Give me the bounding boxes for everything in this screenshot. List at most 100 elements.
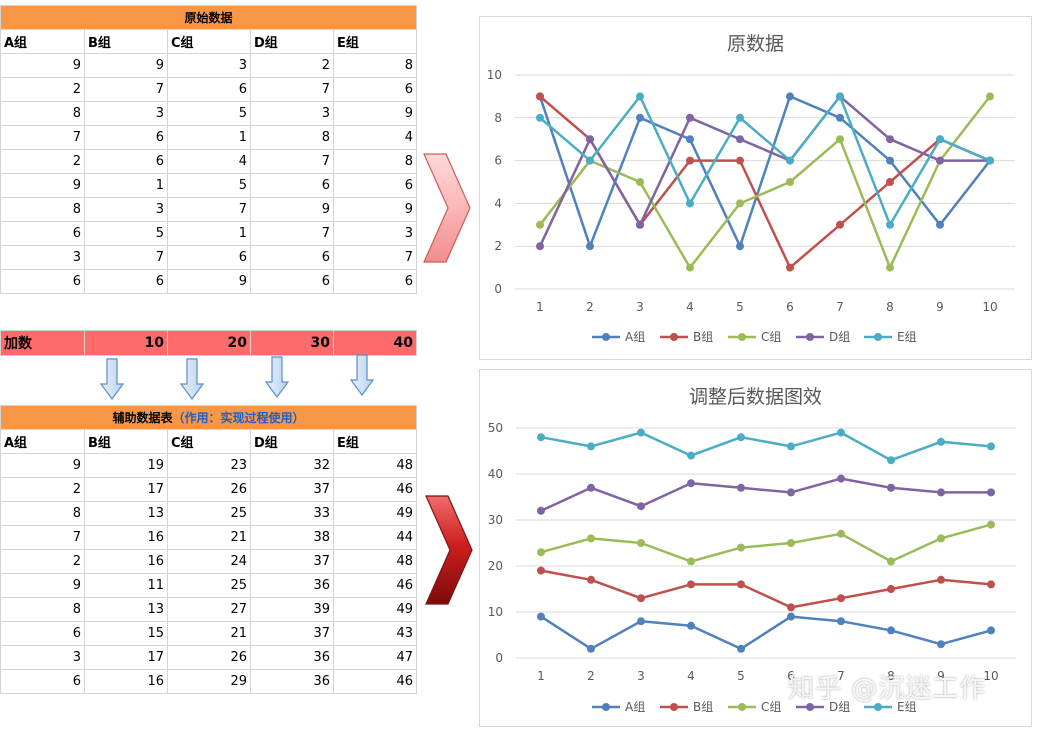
data-point[interactable] [587, 644, 595, 653]
table-cell[interactable]: 11 [84, 573, 168, 598]
table-cell[interactable]: 7 [250, 149, 334, 174]
series-line[interactable] [539, 95, 991, 227]
adjusted-data-chart[interactable]: 调整后数据图效 0 10 20 30 40 50 1 2 3 4 5 6 7 8 9 10 A组 B组 C组 D组 E组 [479, 369, 1032, 727]
data-point[interactable] [737, 543, 745, 552]
data-point[interactable] [787, 539, 795, 547]
table-cell[interactable]: 6 [84, 125, 168, 150]
table-cell[interactable]: 37 [250, 477, 334, 502]
table-cell[interactable]: 5 [84, 221, 168, 246]
table-cell[interactable]: 33 [250, 501, 334, 526]
table-cell[interactable]: 6 [333, 173, 417, 198]
table-cell[interactable]: 7 [333, 245, 417, 270]
data-point[interactable] [987, 580, 995, 589]
auxiliary-data-title[interactable]: 辅助数据表（作用：实现过程使用） [0, 405, 417, 430]
table-cell[interactable]: 6 [250, 245, 334, 270]
legend-label[interactable]: C组 [761, 330, 781, 344]
table-cell[interactable]: 48 [333, 549, 417, 574]
table-cell[interactable]: 9 [0, 53, 85, 78]
data-point[interactable] [586, 242, 594, 251]
table-cell[interactable]: 6 [167, 245, 251, 270]
legend-label[interactable]: E组 [897, 330, 917, 344]
data-point[interactable] [837, 617, 845, 626]
table-cell[interactable]: 7 [0, 525, 85, 550]
table-cell[interactable]: 2 [0, 549, 85, 574]
table-cell[interactable]: 25 [167, 573, 251, 598]
data-point[interactable] [837, 474, 845, 483]
table-cell[interactable]: 39 [250, 597, 334, 622]
series-line[interactable] [540, 569, 992, 609]
table-cell[interactable]: 46 [333, 669, 417, 694]
data-point[interactable] [886, 263, 894, 272]
column-header[interactable]: C组 [167, 429, 251, 454]
data-point[interactable] [786, 263, 794, 272]
table-cell[interactable]: 6 [0, 269, 85, 294]
data-point[interactable] [637, 428, 645, 437]
table-cell[interactable]: 16 [84, 549, 168, 574]
table-cell[interactable]: 23 [167, 453, 251, 478]
table-cell[interactable]: 2 [0, 477, 85, 502]
table-cell[interactable]: 46 [333, 573, 417, 598]
data-point[interactable] [737, 483, 745, 492]
data-point[interactable] [836, 113, 844, 122]
table-cell[interactable]: 6 [250, 269, 334, 294]
table-cell[interactable]: 1 [167, 221, 251, 246]
table-cell[interactable]: 7 [250, 77, 334, 102]
data-point[interactable] [837, 594, 845, 603]
data-point[interactable] [687, 621, 695, 630]
data-point[interactable] [887, 626, 895, 635]
data-point[interactable] [586, 135, 594, 144]
data-point[interactable] [986, 92, 994, 101]
data-point[interactable] [737, 580, 745, 589]
data-point[interactable] [787, 442, 795, 451]
table-cell[interactable]: 9 [167, 269, 251, 294]
data-point[interactable] [987, 520, 995, 529]
legend-label[interactable]: B组 [693, 700, 713, 714]
data-point[interactable] [736, 242, 744, 251]
table-cell[interactable]: 24 [167, 549, 251, 574]
table-cell[interactable]: 1 [167, 125, 251, 150]
table-cell[interactable]: 49 [333, 501, 417, 526]
data-point[interactable] [987, 626, 995, 635]
table-cell[interactable]: 27 [167, 597, 251, 622]
series-line[interactable] [539, 95, 991, 269]
data-point[interactable] [936, 156, 944, 165]
table-cell[interactable]: 7 [84, 77, 168, 102]
data-point[interactable] [587, 442, 595, 451]
data-point[interactable] [787, 488, 795, 497]
table-cell[interactable]: 6 [250, 173, 334, 198]
table-cell[interactable]: 49 [333, 597, 417, 622]
table-cell[interactable]: 17 [84, 477, 168, 502]
table-cell[interactable]: 13 [84, 501, 168, 526]
data-point[interactable] [986, 156, 994, 165]
data-point[interactable] [886, 135, 894, 144]
table-cell[interactable]: 2 [0, 77, 85, 102]
addend-label[interactable]: 加数 [0, 330, 85, 356]
series-line[interactable] [539, 95, 991, 269]
legend-label[interactable]: B组 [693, 330, 713, 344]
addend-value[interactable]: 40 [333, 330, 417, 356]
data-point[interactable] [587, 575, 595, 584]
data-point[interactable] [786, 178, 794, 186]
table-cell[interactable]: 29 [167, 669, 251, 694]
table-cell[interactable]: 46 [333, 477, 417, 502]
table-cell[interactable]: 5 [167, 101, 251, 126]
table-cell[interactable]: 6 [0, 221, 85, 246]
table-cell[interactable]: 9 [0, 453, 85, 478]
data-point[interactable] [686, 156, 694, 165]
data-point[interactable] [636, 220, 644, 229]
column-header[interactable]: B组 [84, 429, 168, 454]
table-cell[interactable]: 9 [84, 53, 168, 78]
original-data-chart[interactable]: 原数据 0 2 4 6 8 10 1 2 3 4 5 6 7 8 9 10 A组 B组 C组 D组 E组 [479, 16, 1032, 360]
data-point[interactable] [537, 433, 545, 442]
data-point[interactable] [987, 442, 995, 451]
data-point[interactable] [636, 113, 644, 122]
column-header[interactable]: B组 [84, 29, 168, 54]
data-point[interactable] [786, 156, 794, 165]
series-line[interactable] [540, 477, 991, 512]
table-cell[interactable]: 13 [84, 597, 168, 622]
data-point[interactable] [737, 433, 745, 442]
table-cell[interactable]: 8 [0, 597, 85, 622]
data-point[interactable] [536, 92, 544, 101]
table-cell[interactable]: 9 [250, 197, 334, 222]
table-cell[interactable]: 7 [167, 197, 251, 222]
